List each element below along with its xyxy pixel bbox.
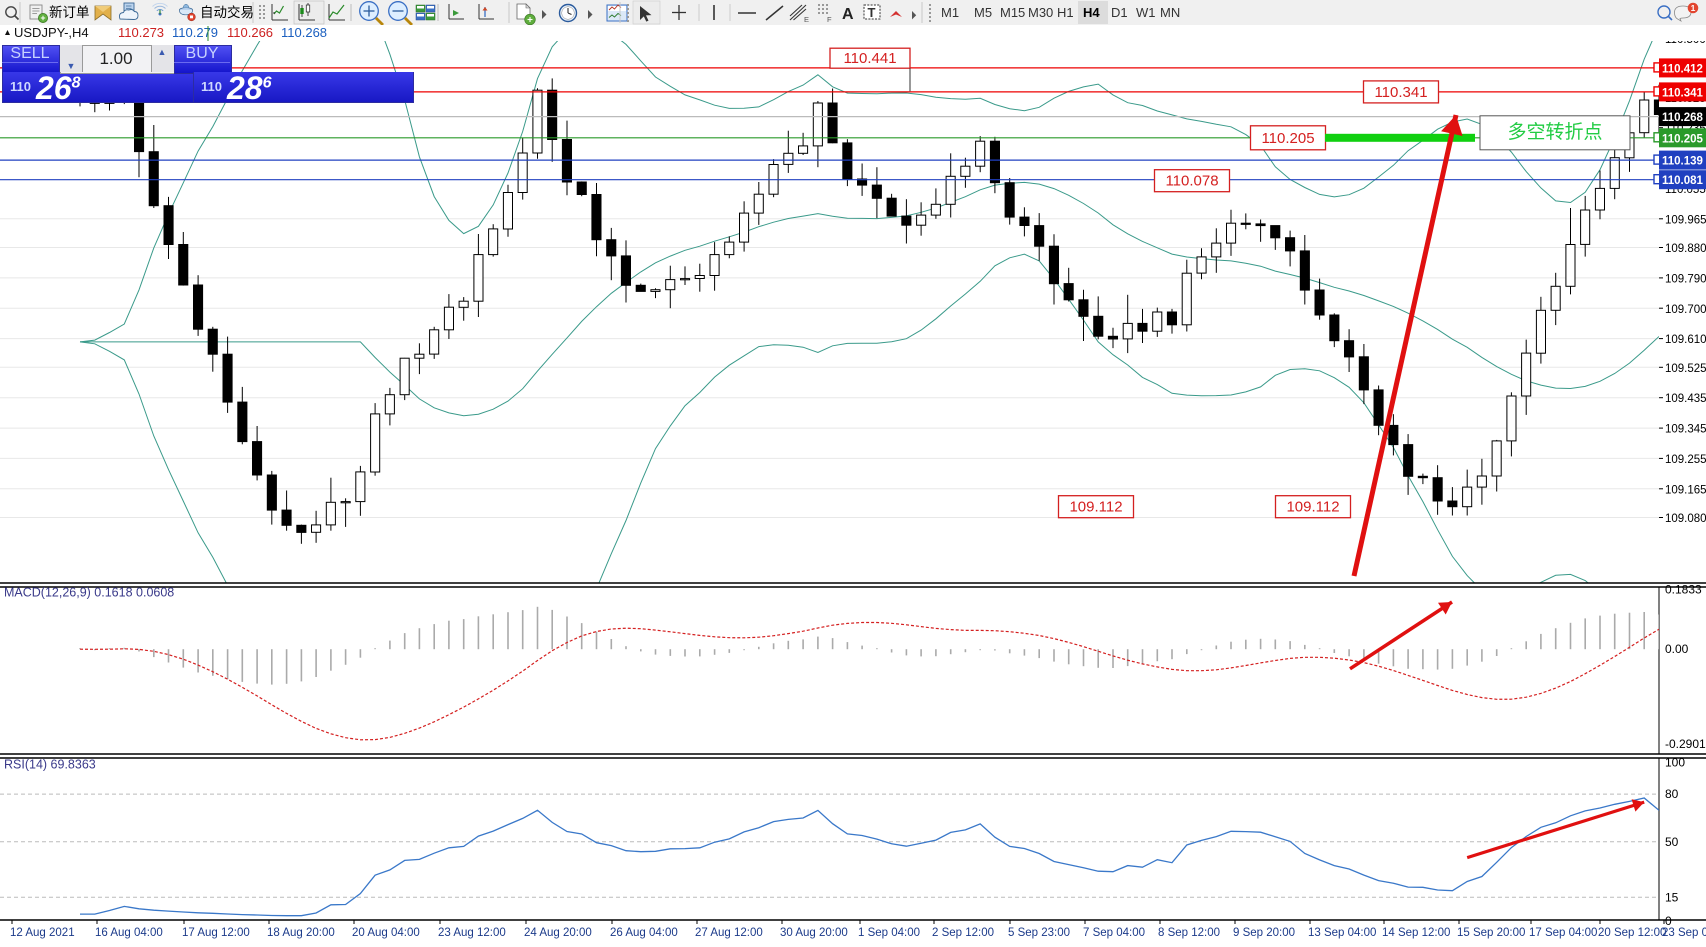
svg-text:12 Aug 2021: 12 Aug 2021 — [10, 927, 75, 939]
svg-text:30 Aug 20:00: 30 Aug 20:00 — [780, 927, 848, 939]
svg-text:13 Sep 04:00: 13 Sep 04:00 — [1308, 927, 1376, 939]
svg-text:多空转折点: 多空转折点 — [1507, 121, 1602, 143]
svg-text:109.112: 109.112 — [1286, 499, 1339, 516]
svg-text:20 Sep 12:00: 20 Sep 12:00 — [1598, 927, 1666, 939]
svg-text:M5: M5 — [974, 5, 992, 20]
svg-text:自动交易: 自动交易 — [200, 4, 254, 20]
svg-text:109.610: 109.610 — [1665, 334, 1706, 346]
svg-text:H4: H4 — [1083, 5, 1100, 20]
svg-text:9 Sep 20:00: 9 Sep 20:00 — [1233, 927, 1295, 939]
svg-text:0: 0 — [1665, 914, 1672, 928]
svg-text:110.412: 110.412 — [1662, 63, 1703, 75]
svg-text:7 Sep 04:00: 7 Sep 04:00 — [1083, 927, 1145, 939]
svg-text:109.255: 109.255 — [1665, 454, 1706, 466]
svg-text:RSI(14) 69.8363: RSI(14) 69.8363 — [4, 758, 96, 772]
svg-text:109.165: 109.165 — [1665, 484, 1706, 496]
svg-text:1: 1 — [1691, 3, 1696, 13]
svg-text:110.441: 110.441 — [843, 50, 896, 67]
svg-text:110.500: 110.500 — [1665, 41, 1706, 46]
svg-text:16 Aug 04:00: 16 Aug 04:00 — [95, 927, 163, 939]
svg-text:23 Sep 04:00: 23 Sep 04:00 — [1662, 927, 1706, 939]
svg-text:109.880: 109.880 — [1665, 243, 1706, 255]
svg-text:110.205: 110.205 — [1662, 133, 1704, 145]
svg-text:110.139: 110.139 — [1662, 156, 1703, 168]
svg-text:110.273: 110.273 — [118, 25, 164, 40]
svg-text:E: E — [804, 15, 809, 24]
svg-text:110.268: 110.268 — [281, 25, 327, 40]
svg-text:110.081: 110.081 — [1662, 175, 1704, 187]
svg-text:USDJPY-,H4: USDJPY-,H4 — [14, 25, 89, 40]
svg-text:0.1833: 0.1833 — [1665, 583, 1702, 597]
svg-text:W1: W1 — [1136, 5, 1156, 20]
svg-text:110.341: 110.341 — [1374, 84, 1427, 101]
svg-text:M30: M30 — [1028, 5, 1053, 20]
svg-text:109.112: 109.112 — [1069, 499, 1122, 516]
svg-text:109.435: 109.435 — [1665, 393, 1706, 405]
svg-text:109.790: 109.790 — [1665, 273, 1706, 285]
svg-text:D1: D1 — [1111, 5, 1128, 20]
svg-text:F: F — [827, 15, 832, 24]
svg-text:MN: MN — [1160, 5, 1180, 20]
svg-text:M1: M1 — [941, 5, 959, 20]
svg-text:109.525: 109.525 — [1665, 363, 1706, 375]
svg-text:100: 100 — [1665, 755, 1685, 769]
svg-text:109.080: 109.080 — [1665, 513, 1706, 525]
svg-text:MACD(12,26,9) 0.1618 0.0608: MACD(12,26,9) 0.1618 0.0608 — [4, 586, 174, 600]
svg-text:23 Aug 12:00: 23 Aug 12:00 — [438, 927, 506, 939]
svg-text:18 Aug 20:00: 18 Aug 20:00 — [267, 927, 335, 939]
svg-text:17 Aug 12:00: 17 Aug 12:00 — [182, 927, 250, 939]
svg-text:110.341: 110.341 — [1662, 87, 1704, 99]
svg-text:0.00: 0.00 — [1665, 642, 1689, 656]
svg-text:15: 15 — [1665, 890, 1679, 904]
svg-text:14 Sep 12:00: 14 Sep 12:00 — [1382, 927, 1450, 939]
svg-text:1 Sep 04:00: 1 Sep 04:00 — [858, 927, 920, 939]
svg-text:17 Sep 04:00: 17 Sep 04:00 — [1529, 927, 1597, 939]
svg-text:20 Aug 04:00: 20 Aug 04:00 — [352, 927, 420, 939]
svg-text:110.268: 110.268 — [1662, 112, 1704, 124]
svg-text:109.700: 109.700 — [1665, 304, 1706, 316]
svg-text:110.078: 110.078 — [1165, 173, 1218, 190]
svg-text:110.279: 110.279 — [172, 25, 218, 40]
svg-text:50: 50 — [1665, 835, 1679, 849]
svg-text:8 Sep 12:00: 8 Sep 12:00 — [1158, 927, 1220, 939]
svg-text:H1: H1 — [1057, 5, 1074, 20]
svg-text:A: A — [842, 6, 854, 23]
svg-text:110.266: 110.266 — [227, 25, 273, 40]
svg-text:新订单: 新订单 — [49, 5, 90, 20]
svg-text:5 Sep 23:00: 5 Sep 23:00 — [1008, 927, 1070, 939]
svg-text:80: 80 — [1665, 787, 1679, 801]
svg-text:M15: M15 — [1000, 5, 1025, 20]
svg-text:110.205: 110.205 — [1261, 130, 1314, 147]
svg-text:-0.2901: -0.2901 — [1665, 737, 1706, 751]
svg-text:2 Sep 12:00: 2 Sep 12:00 — [932, 927, 994, 939]
svg-text:24 Aug 20:00: 24 Aug 20:00 — [524, 927, 592, 939]
svg-text:109.345: 109.345 — [1665, 424, 1706, 436]
svg-text:T: T — [868, 5, 876, 20]
svg-text:26 Aug 04:00: 26 Aug 04:00 — [610, 927, 678, 939]
svg-text:109.965: 109.965 — [1665, 214, 1706, 226]
svg-text:15 Sep 20:00: 15 Sep 20:00 — [1457, 927, 1525, 939]
svg-text:27 Aug 12:00: 27 Aug 12:00 — [695, 927, 763, 939]
